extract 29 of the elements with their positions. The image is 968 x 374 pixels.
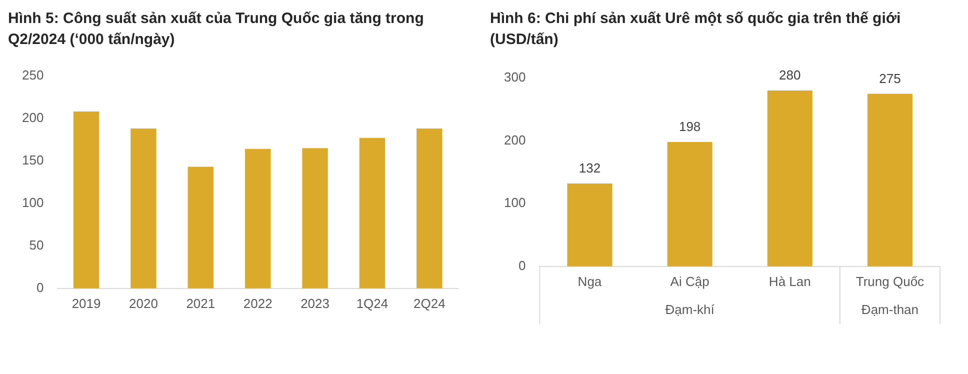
x-tick-label: 2019 (72, 296, 101, 311)
y-tick-label: 50 (29, 237, 44, 252)
y-tick-label: 200 (504, 132, 526, 148)
data-label: 132 (578, 160, 601, 176)
x-tick-label: 2020 (129, 296, 158, 311)
y-tick-label: 100 (22, 194, 44, 210)
x-tick-label: 2023 (300, 296, 330, 311)
data-label: 280 (779, 68, 801, 83)
chart-title: Hình 5: Công suất sản xuất của Trung Quốc gia tăng trong Q2/2024 (‘000 tấn/ngày) (8, 9, 425, 50)
x-tick-label: Ai Cập (670, 274, 710, 289)
y-tick-label: 0 (36, 280, 44, 295)
x-tick-label: Nga (578, 274, 602, 289)
x-tick-label: 2022 (243, 296, 272, 311)
x-tick-label: 2021 (186, 296, 216, 311)
x-tick-label: 2Q24 (414, 296, 446, 311)
x-tick-label: Hà Lan (768, 274, 811, 289)
chart-title: Hình 6: Chi phí sản xuất Urê một số quốc gia trên thế giới (USD/tấn) (490, 9, 902, 50)
data-label: 275 (879, 70, 901, 86)
x-tick-label: Trung Quốc (856, 274, 925, 289)
y-tick-label: 150 (22, 152, 44, 168)
y-tick-label: 300 (504, 70, 526, 85)
text: Đạm-khí (665, 302, 715, 318)
y-tick-label: 0 (518, 258, 526, 273)
text: Đạm-than (861, 302, 918, 318)
y-tick-label: 200 (22, 110, 44, 125)
data-label: 198 (678, 119, 701, 134)
x-tick-label: 1Q24 (356, 296, 388, 311)
y-tick-label: 250 (22, 67, 44, 82)
y-tick-label: 100 (504, 195, 526, 210)
